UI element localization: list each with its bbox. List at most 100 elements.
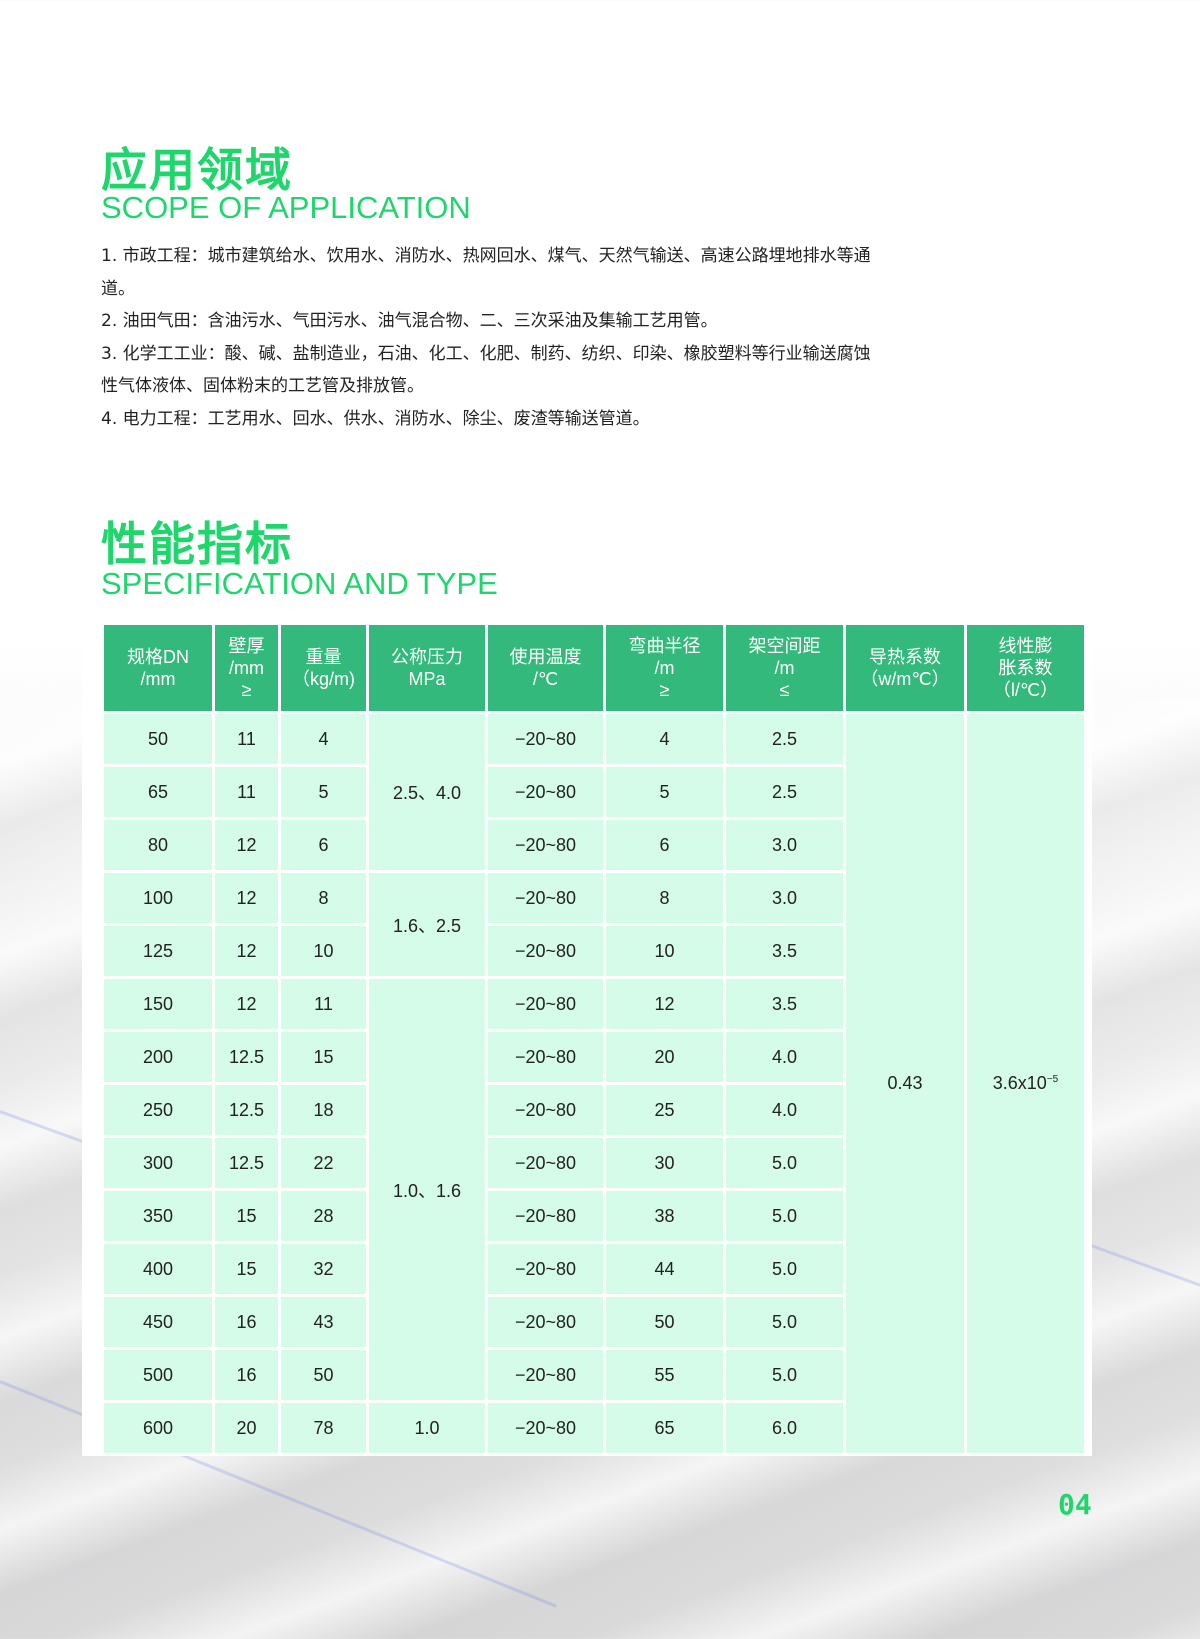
table-row: 450 16 43 −20~80 50 5.0 bbox=[104, 1297, 1084, 1347]
cell-weight: 18 bbox=[281, 1085, 366, 1135]
cell-dn: 125 bbox=[104, 926, 212, 976]
cell-weight: 8 bbox=[281, 873, 366, 923]
spec-table: 规格DN/mm 壁厚/mm ≥ 重量 （kg/m) 公称压力 MPa 使用温度/℃ 弯曲半径/m… bbox=[101, 622, 1087, 1456]
column-header: 规格DN/mm bbox=[104, 625, 212, 711]
cell-wall-thickness: 16 bbox=[215, 1297, 278, 1347]
cell-support-span: 5.0 bbox=[726, 1297, 843, 1347]
scope-item: 1. 市政工程：城市建筑给水、饮用水、消防水、热网回水、煤气、天然气输送、高速公… bbox=[101, 246, 871, 299]
cell-wall-thickness: 12.5 bbox=[215, 1085, 278, 1135]
cell-pressure: 2.5、4.0 bbox=[369, 714, 485, 870]
column-header-line: 重量 bbox=[305, 647, 342, 667]
cell-wall-thickness: 11 bbox=[215, 714, 278, 764]
column-header-line: 胀系数 bbox=[998, 658, 1053, 678]
cell-support-span: 3.0 bbox=[726, 820, 843, 870]
cell-weight: 10 bbox=[281, 926, 366, 976]
column-header: 壁厚/mm ≥ bbox=[215, 625, 278, 711]
cell-temperature: −20~80 bbox=[488, 1403, 603, 1453]
cell-pressure: 1.0 bbox=[369, 1403, 485, 1453]
table-row: 350 15 28 −20~80 38 5.0 bbox=[104, 1191, 1084, 1241]
cell-dn: 100 bbox=[104, 873, 212, 923]
spec-title-cn: 性能指标 bbox=[101, 517, 293, 571]
scope-item: 2. 油田气田：含油污水、气田污水、油气混合物、二、三次采油及集输工艺用管。 bbox=[101, 311, 718, 331]
column-header-line: （w/m℃） bbox=[860, 669, 950, 689]
cell-bend-radius: 10 bbox=[606, 926, 723, 976]
expansion-exponent: −5 bbox=[1046, 1074, 1059, 1085]
column-header-line: 规格DN bbox=[127, 647, 189, 667]
cell-bend-radius: 12 bbox=[606, 979, 723, 1029]
column-header-line: 导热系数 bbox=[869, 647, 941, 667]
column-header-line: 弯曲半径 bbox=[628, 636, 701, 656]
cell-bend-radius: 55 bbox=[606, 1350, 723, 1400]
cell-wall-thickness: 20 bbox=[215, 1403, 278, 1453]
cell-support-span: 3.0 bbox=[726, 873, 843, 923]
cell-pressure: 1.0、1.6 bbox=[369, 979, 485, 1400]
scope-title-cn: 应用领域 bbox=[101, 143, 293, 197]
cell-bend-radius: 30 bbox=[606, 1138, 723, 1188]
table-row: 200 12.5 15 −20~80 20 4.0 bbox=[104, 1032, 1084, 1082]
cell-temperature: −20~80 bbox=[488, 1297, 603, 1347]
cell-bend-radius: 38 bbox=[606, 1191, 723, 1241]
cell-wall-thickness: 15 bbox=[215, 1191, 278, 1241]
cell-wall-thickness: 12 bbox=[215, 926, 278, 976]
table-row: 600 20 78 1.0 −20~80 65 6.0 bbox=[104, 1403, 1084, 1453]
cell-temperature: −20~80 bbox=[488, 767, 603, 817]
cell-support-span: 4.0 bbox=[726, 1032, 843, 1082]
cell-temperature: −20~80 bbox=[488, 1032, 603, 1082]
scope-title-en: SCOPE OF APPLICATION bbox=[101, 190, 471, 225]
cell-dn: 350 bbox=[104, 1191, 212, 1241]
cell-bend-radius: 50 bbox=[606, 1297, 723, 1347]
cell-wall-thickness: 12.5 bbox=[215, 1032, 278, 1082]
column-header-line: MPa bbox=[408, 669, 446, 689]
scope-item: 4. 电力工程：工艺用水、回水、供水、消防水、除尘、废渣等输送管道。 bbox=[101, 408, 650, 429]
cell-support-span: 6.0 bbox=[726, 1403, 843, 1453]
table-row: 300 12.5 22 −20~80 30 5.0 bbox=[104, 1138, 1084, 1188]
cell-dn: 300 bbox=[104, 1138, 212, 1188]
table-row: 400 15 32 −20~80 44 5.0 bbox=[104, 1244, 1084, 1294]
column-header-line: 公称压力 bbox=[391, 647, 463, 667]
cell-temperature: −20~80 bbox=[488, 820, 603, 870]
cell-dn: 600 bbox=[104, 1403, 212, 1453]
cell-support-span: 2.5 bbox=[726, 714, 843, 764]
cell-bend-radius: 25 bbox=[606, 1085, 723, 1135]
cell-support-span: 4.0 bbox=[726, 1085, 843, 1135]
column-header: 弯曲半径/m ≥ bbox=[606, 625, 723, 711]
cell-bend-radius: 44 bbox=[606, 1244, 723, 1294]
column-header: 使用温度/℃ bbox=[488, 625, 603, 711]
table-row: 80 12 6 −20~80 6 3.0 bbox=[104, 820, 1084, 870]
table-header-row: 规格DN/mm 壁厚/mm ≥ 重量 （kg/m) 公称压力 MPa 使用温度/℃ 弯曲半径/m… bbox=[104, 625, 1084, 711]
column-header-line: 使用温度 bbox=[509, 647, 582, 667]
table-row: 65 11 5 −20~80 5 2.5 bbox=[104, 767, 1084, 817]
cell-dn: 250 bbox=[104, 1085, 212, 1135]
cell-temperature: −20~80 bbox=[488, 1191, 603, 1241]
cell-weight: 22 bbox=[281, 1138, 366, 1188]
cell-dn: 500 bbox=[104, 1350, 212, 1400]
column-header-line: /mm bbox=[140, 669, 176, 689]
table-row: 50 11 4 2.5、4.0 −20~80 4 2.5 0.43 3.6x10−5 bbox=[104, 714, 1084, 1453]
spec-title-en: SPECIFICATION AND TYPE bbox=[101, 566, 498, 601]
column-header: 重量 （kg/m) bbox=[281, 625, 366, 711]
column-header-line: ≥ bbox=[241, 680, 252, 700]
cell-temperature: −20~80 bbox=[488, 1085, 603, 1135]
column-header: 线性膨 胀系数 （l/℃） bbox=[967, 625, 1084, 711]
column-header-line: /m bbox=[654, 658, 675, 678]
cell-weight: 78 bbox=[281, 1403, 366, 1453]
cell-wall-thickness: 11 bbox=[215, 767, 278, 817]
cell-pressure: 1.6、2.5 bbox=[369, 873, 485, 976]
column-header-line: /mm bbox=[229, 658, 264, 678]
cell-weight: 11 bbox=[281, 979, 366, 1029]
cell-expansion-coefficient: 3.6x10−5 bbox=[967, 714, 1084, 1453]
table-row: 125 12 10 −20~80 10 3.5 bbox=[104, 926, 1084, 976]
cell-temperature: −20~80 bbox=[488, 714, 603, 764]
cell-wall-thickness: 16 bbox=[215, 1350, 278, 1400]
cell-weight: 50 bbox=[281, 1350, 366, 1400]
cell-support-span: 5.0 bbox=[726, 1138, 843, 1188]
cell-temperature: −20~80 bbox=[488, 926, 603, 976]
cell-dn: 80 bbox=[104, 820, 212, 870]
cell-temperature: −20~80 bbox=[488, 1244, 603, 1294]
cell-temperature: −20~80 bbox=[488, 1138, 603, 1188]
cell-temperature: −20~80 bbox=[488, 1350, 603, 1400]
cell-dn: 400 bbox=[104, 1244, 212, 1294]
column-header: 架空间距/m ≤ bbox=[726, 625, 843, 711]
column-header-line: ≥ bbox=[659, 680, 670, 700]
cell-dn: 65 bbox=[104, 767, 212, 817]
